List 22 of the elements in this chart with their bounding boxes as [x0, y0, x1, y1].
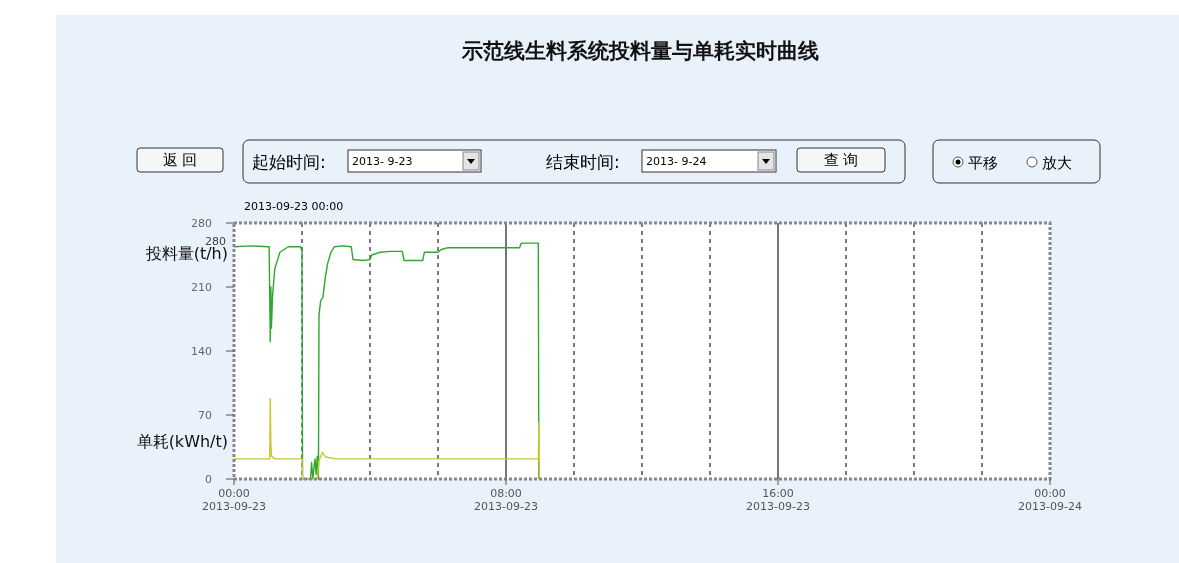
- text: 起始时间:: [252, 152, 326, 172]
- x-tick-label: 08:00 2013-09-23: [474, 487, 538, 513]
- x-tick-label: 00:00 2013-09-24: [1018, 487, 1082, 513]
- text: 放大: [1042, 154, 1072, 172]
- text: 查 询: [823, 151, 859, 169]
- text: 2013- 9-23: [352, 155, 413, 168]
- text: 2013- 9-24: [646, 155, 707, 168]
- y-tick-label: 70: [198, 409, 212, 422]
- chart-title: 示范线生料系统投料量与单耗实时曲线: [460, 39, 819, 63]
- y-tick-label: 0: [205, 473, 212, 486]
- y-tick-label: 140: [191, 345, 212, 358]
- text: 返 回: [162, 151, 198, 169]
- x-tick-label: 16:00 2013-09-23: [746, 487, 810, 513]
- line-series: [233, 397, 541, 480]
- y-tick-label: 280: [191, 217, 212, 230]
- text: 结束时间:: [546, 152, 620, 172]
- text: 平移: [968, 154, 998, 172]
- series-label: 单耗(kWh/t): [136, 431, 228, 451]
- x-tick-label: 00:00 2013-09-23: [202, 487, 266, 513]
- y-tick-label: 210: [191, 281, 212, 294]
- text: 2013-09-23 00:00: [244, 200, 344, 213]
- line-series: [233, 242, 540, 480]
